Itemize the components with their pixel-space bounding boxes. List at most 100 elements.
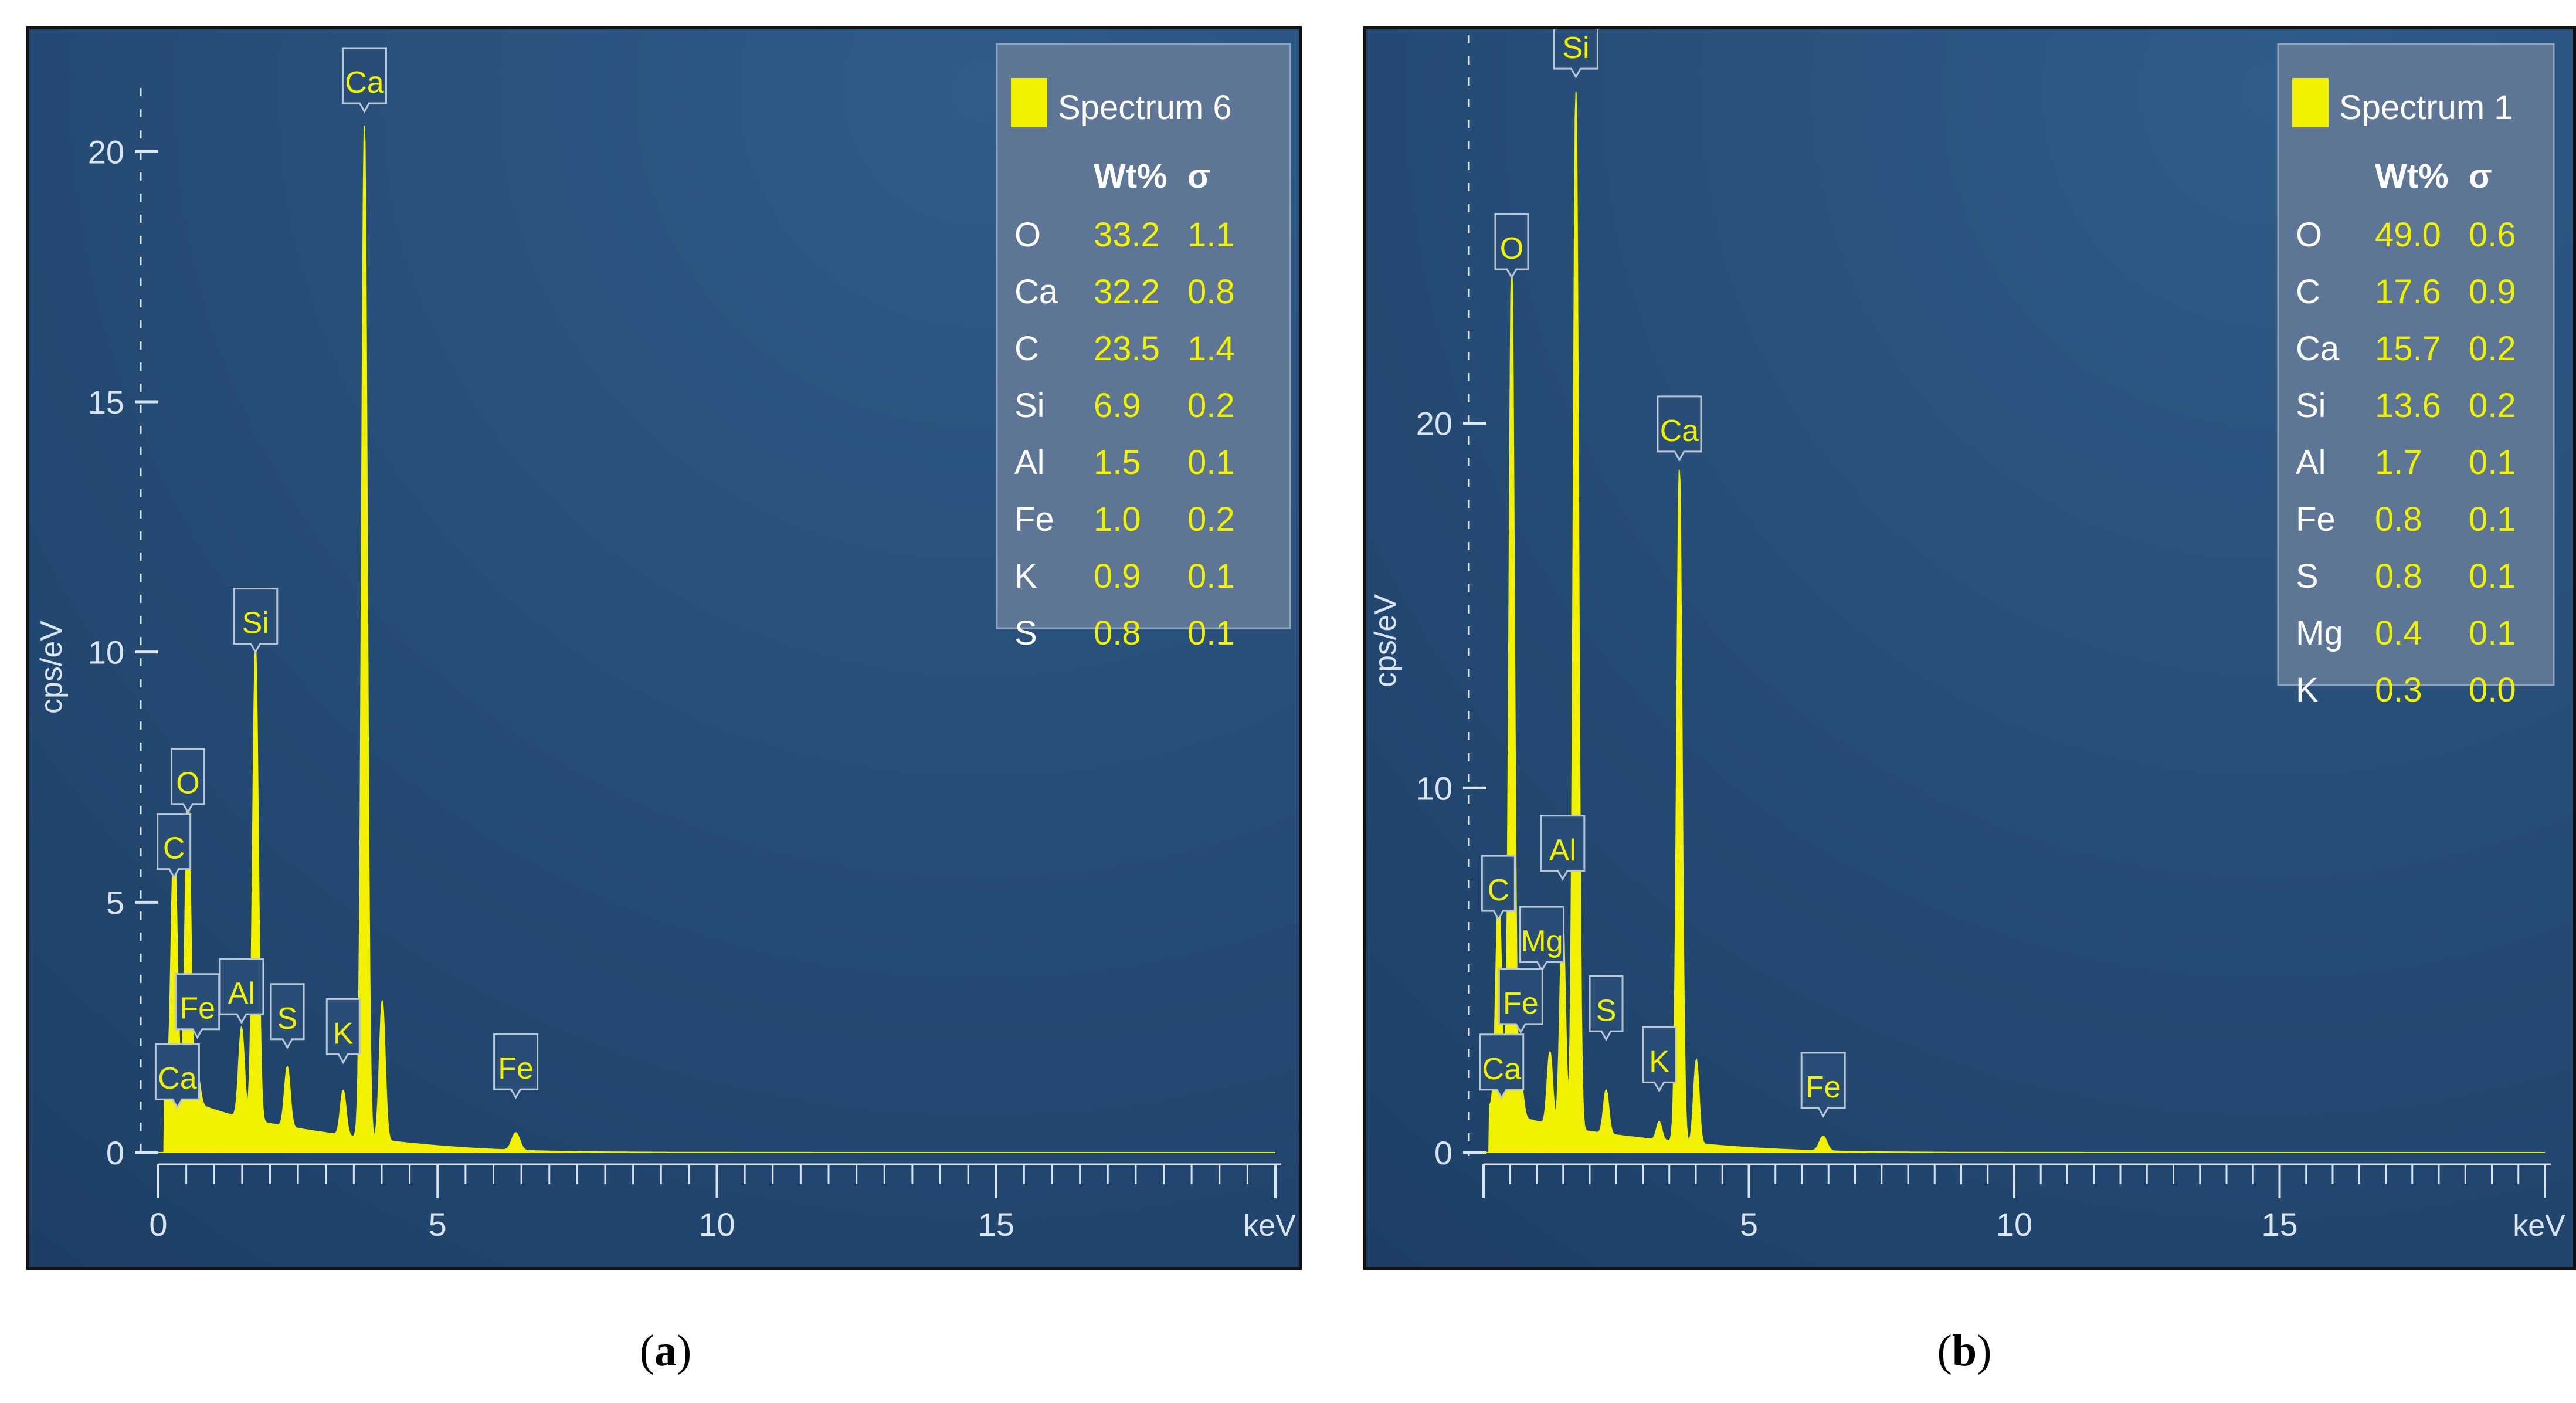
legend-box bbox=[2277, 43, 2555, 686]
legend-sigma-value: 0.2 bbox=[2469, 330, 2516, 368]
x-tick-label: 5 bbox=[429, 1206, 447, 1243]
legend-header-wt: Wt% bbox=[1094, 157, 1167, 195]
legend-element: Al bbox=[2296, 443, 2326, 482]
peak-tag-box bbox=[1540, 815, 1586, 881]
peak-tag-label: Ca bbox=[158, 1062, 197, 1096]
legend-element: O bbox=[1014, 216, 1041, 254]
peak-tag-label: O bbox=[176, 767, 199, 801]
legend-header-wt: Wt% bbox=[2375, 157, 2449, 195]
peak-tag-label: S bbox=[1596, 994, 1617, 1028]
y-tick-label: 0 bbox=[106, 1134, 124, 1171]
peak-tag-label: Al bbox=[1549, 833, 1576, 867]
peak-tag-box bbox=[157, 813, 192, 879]
peak-tag-label: Ca bbox=[1482, 1052, 1522, 1086]
legend-series-name: Spectrum 6 bbox=[1058, 89, 1232, 127]
legend-wt-value: 0.3 bbox=[2375, 671, 2422, 709]
peak-tag-box bbox=[154, 1043, 200, 1110]
x-tick-label: 0 bbox=[149, 1206, 167, 1243]
legend-sigma-value: 0.0 bbox=[2469, 671, 2516, 709]
legend-wt-value: 23.5 bbox=[1094, 330, 1160, 368]
peak-tag-label: Fe bbox=[498, 1052, 534, 1086]
legend-sigma-value: 0.1 bbox=[1187, 557, 1235, 595]
peak-tag-box bbox=[219, 958, 264, 1025]
legend-swatch bbox=[1011, 78, 1047, 127]
y-tick-label: 0 bbox=[1434, 1134, 1452, 1171]
peak-tag-box bbox=[233, 588, 279, 654]
legend-element: Ca bbox=[2296, 330, 2340, 368]
peak-tag: Si bbox=[1553, 29, 1598, 79]
peak-tag-label: Al bbox=[228, 977, 255, 1011]
peak-tag: Ca bbox=[341, 47, 387, 114]
caption-b: (b) bbox=[1937, 1326, 1992, 1375]
peak-tag-box bbox=[1494, 213, 1529, 280]
peak-tag-label: Ca bbox=[1660, 414, 1699, 448]
legend-element: Ca bbox=[1014, 273, 1058, 311]
legend-sigma-value: 0.1 bbox=[2469, 443, 2516, 482]
peak-tag-box bbox=[325, 998, 361, 1065]
peak-tag-label: Mg bbox=[1521, 924, 1563, 958]
peak-tag-label: K bbox=[1649, 1045, 1669, 1079]
legend-wt-value: 15.7 bbox=[2375, 330, 2441, 368]
legend-header-sigma: σ bbox=[1187, 157, 1211, 195]
legend-element: Si bbox=[1014, 387, 1045, 425]
legend-element: Al bbox=[1014, 443, 1045, 482]
legend-box bbox=[996, 43, 1291, 629]
peak-tag-label: S bbox=[277, 1002, 298, 1036]
peak-tag: C bbox=[1481, 855, 1516, 921]
legend-element: Si bbox=[2296, 387, 2326, 425]
chart-panel-b: 5 10 15 keV 0 10 20 cps/eV Si O Ca Al C Mg Fe S K Ca Fe Spe… bbox=[1363, 26, 2576, 1270]
peak-tag: S bbox=[1589, 975, 1624, 1042]
legend-wt-value: 13.6 bbox=[2375, 387, 2441, 425]
x-tick-label: 15 bbox=[2261, 1206, 2297, 1243]
peak-tag-box bbox=[270, 983, 305, 1049]
peak-tag: Al bbox=[219, 958, 264, 1025]
peak-tag: K bbox=[325, 998, 361, 1065]
peak-tag: Fe bbox=[493, 1033, 539, 1100]
x-tick-label: 10 bbox=[1996, 1206, 2032, 1243]
legend-wt-value: 33.2 bbox=[1094, 216, 1160, 254]
legend-sigma-value: 1.1 bbox=[1187, 216, 1235, 254]
peak-tag-label: C bbox=[163, 832, 185, 866]
x-tick-label: 10 bbox=[698, 1206, 735, 1243]
legend-sigma-value: 0.2 bbox=[1187, 387, 1235, 425]
y-tick-label: 10 bbox=[88, 634, 124, 671]
peak-tag-label: Si bbox=[1562, 31, 1589, 65]
legend-wt-value: 1.7 bbox=[2375, 443, 2422, 482]
peak-tag-label: Si bbox=[242, 606, 269, 640]
legend-header-sigma: σ bbox=[2469, 157, 2492, 195]
legend-element: K bbox=[2296, 671, 2319, 709]
legend-wt-value: 0.4 bbox=[2375, 614, 2422, 652]
spectrum-series bbox=[1484, 92, 2545, 1153]
legend-wt-value: 49.0 bbox=[2375, 216, 2441, 254]
x-tick-label: 15 bbox=[978, 1206, 1014, 1243]
peak-tag-box bbox=[1800, 1052, 1846, 1118]
legend-sigma-value: 0.1 bbox=[2469, 614, 2516, 652]
peak-tag: Fe bbox=[175, 973, 220, 1039]
legend-element: Fe bbox=[2296, 500, 2336, 538]
legend-wt-value: 0.8 bbox=[2375, 557, 2422, 595]
peak-tag-box bbox=[1642, 1026, 1677, 1093]
peak-tag: Ca bbox=[154, 1043, 200, 1110]
legend: Spectrum 1 Wt% σ O 49.0 0.6 C 17.6 0.9 Ca 15.7 0.2 S… bbox=[2277, 43, 2555, 709]
peak-tag: S bbox=[270, 983, 305, 1049]
legend-sigma-value: 0.1 bbox=[2469, 557, 2516, 595]
peak-tag: K bbox=[1642, 1026, 1677, 1093]
peak-tag-label: K bbox=[333, 1016, 354, 1050]
legend-wt-value: 0.8 bbox=[2375, 500, 2422, 538]
legend-element: O bbox=[2296, 216, 2322, 254]
peak-tag: Al bbox=[1540, 815, 1586, 881]
peak-tag-box bbox=[1589, 975, 1624, 1042]
legend: Spectrum 6 Wt% σ O 33.2 1.1 Ca 32.2 0.8 C 23.5 1.4 S… bbox=[996, 43, 1291, 652]
peak-tag-label: Ca bbox=[345, 66, 384, 100]
x-tick-label: 5 bbox=[1740, 1206, 1758, 1243]
legend-element: C bbox=[2296, 273, 2320, 311]
legend-element: S bbox=[1014, 614, 1037, 652]
legend-element: Mg bbox=[2296, 614, 2343, 652]
legend-sigma-value: 0.1 bbox=[2469, 500, 2516, 538]
peak-tag-box bbox=[1553, 29, 1598, 79]
legend-wt-value: 6.9 bbox=[1094, 387, 1141, 425]
peak-tag: Ca bbox=[1657, 395, 1702, 462]
peak-tag-box bbox=[1657, 395, 1702, 462]
